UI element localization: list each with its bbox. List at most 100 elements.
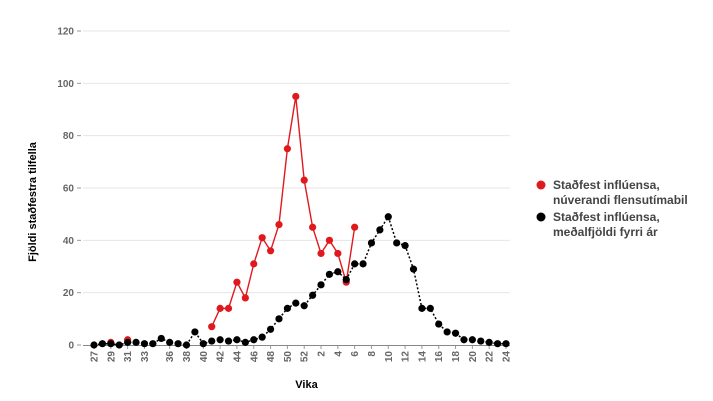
data-point[interactable] [258, 234, 266, 242]
y-tick-label: 40 [63, 236, 75, 247]
x-axis-title: Vika [295, 379, 318, 391]
data-point[interactable] [157, 334, 165, 343]
x-tick-label: 27 [90, 351, 101, 363]
data-point[interactable] [435, 320, 443, 328]
data-point[interactable] [292, 92, 300, 101]
y-axis-title: Fjöldi staðfestra tilfella [27, 141, 39, 262]
data-point[interactable] [250, 260, 258, 268]
data-point[interactable] [418, 304, 426, 312]
data-point[interactable] [174, 340, 182, 348]
y-axis-ticks: 0 20 40 60 80 100 120 [57, 27, 81, 352]
x-tick-label: 6 [350, 351, 361, 357]
data-point[interactable] [132, 338, 140, 346]
data-point[interactable] [216, 336, 224, 344]
data-point[interactable] [334, 268, 342, 276]
data-point[interactable] [266, 325, 275, 333]
data-point[interactable] [351, 260, 359, 268]
data-point[interactable] [468, 336, 476, 344]
data-point[interactable] [241, 294, 249, 302]
data-point[interactable] [216, 304, 224, 312]
data-point[interactable] [325, 236, 334, 244]
data-point[interactable] [351, 223, 359, 231]
data-point[interactable] [401, 241, 409, 250]
data-point[interactable] [258, 333, 266, 341]
x-tick-label: 50 [283, 351, 294, 363]
data-point[interactable] [300, 302, 308, 310]
x-tick-label: 31 [123, 351, 134, 363]
data-point[interactable] [224, 304, 233, 312]
data-point[interactable] [275, 221, 283, 229]
data-series [90, 92, 510, 349]
legend[interactable]: Staðfest inflúensa,núverandi flensutímab… [536, 178, 688, 239]
data-point[interactable] [166, 338, 174, 346]
data-point[interactable] [485, 338, 493, 346]
data-point[interactable] [309, 291, 317, 299]
y-tick-label: 80 [63, 131, 75, 142]
data-point[interactable] [208, 337, 216, 345]
data-point[interactable] [451, 329, 460, 337]
data-point[interactable] [140, 340, 149, 348]
y-tick-label: 60 [63, 184, 75, 195]
data-point[interactable] [325, 270, 334, 278]
data-point[interactable] [317, 249, 325, 258]
x-tick-label: 22 [485, 351, 496, 363]
grid-lines [83, 30, 510, 294]
data-point[interactable] [98, 340, 107, 348]
data-point[interactable] [241, 338, 249, 346]
x-tick-label: 18 [451, 351, 462, 363]
data-point[interactable] [124, 338, 132, 346]
data-point[interactable] [426, 304, 434, 312]
data-point[interactable] [342, 275, 350, 284]
data-point[interactable] [233, 336, 241, 344]
legend-marker [536, 212, 546, 222]
series-line [211, 96, 356, 327]
x-tick-label: 14 [417, 351, 428, 363]
data-point[interactable] [292, 299, 300, 307]
x-tick-label: 10 [384, 351, 395, 363]
legend-label: núverandi flensutímabil [553, 193, 688, 207]
data-point[interactable] [493, 340, 502, 348]
data-point[interactable] [115, 341, 123, 349]
data-point[interactable] [393, 239, 401, 247]
legend-label: meðalfjöldi fyrri ár [553, 225, 658, 239]
data-point[interactable] [283, 304, 291, 312]
x-tick-label: 38 [182, 351, 193, 363]
data-point[interactable] [182, 341, 191, 349]
data-point[interactable] [250, 336, 258, 344]
y-tick-label: 100 [57, 79, 74, 90]
data-point[interactable] [275, 315, 283, 323]
data-point[interactable] [443, 328, 451, 336]
data-point[interactable] [149, 340, 157, 348]
data-point[interactable] [359, 260, 367, 268]
legend-item-2[interactable]: Staðfest inflúensa,meðalfjöldi fyrri ár [536, 210, 660, 239]
data-point[interactable] [317, 281, 325, 289]
data-point[interactable] [477, 337, 485, 345]
x-tick-label: 48 [266, 351, 277, 363]
data-point[interactable] [300, 176, 308, 184]
data-point[interactable] [90, 341, 98, 349]
data-point[interactable] [384, 213, 392, 221]
data-point[interactable] [191, 328, 199, 336]
data-point[interactable] [309, 223, 317, 231]
data-point[interactable] [208, 323, 216, 331]
data-point[interactable] [224, 337, 233, 345]
data-point[interactable] [376, 226, 384, 234]
x-tick-label: 16 [434, 351, 445, 363]
data-point[interactable] [199, 340, 207, 348]
x-tick-label: 44 [232, 351, 243, 363]
data-point[interactable] [502, 340, 510, 348]
data-point[interactable] [233, 278, 241, 286]
data-point[interactable] [107, 340, 115, 348]
legend-item-1[interactable]: Staðfest inflúensa,núverandi flensutímab… [536, 178, 688, 207]
data-point[interactable] [460, 336, 468, 344]
x-tick-label: 36 [165, 351, 176, 363]
series-1 [107, 92, 359, 346]
series-2 [90, 213, 510, 349]
data-point[interactable] [409, 265, 418, 273]
data-point[interactable] [283, 145, 291, 153]
x-tick-label: 42 [216, 351, 227, 363]
data-point[interactable] [367, 239, 376, 247]
x-tick-label: 12 [401, 351, 412, 363]
data-point[interactable] [266, 247, 275, 255]
data-point[interactable] [334, 249, 342, 258]
